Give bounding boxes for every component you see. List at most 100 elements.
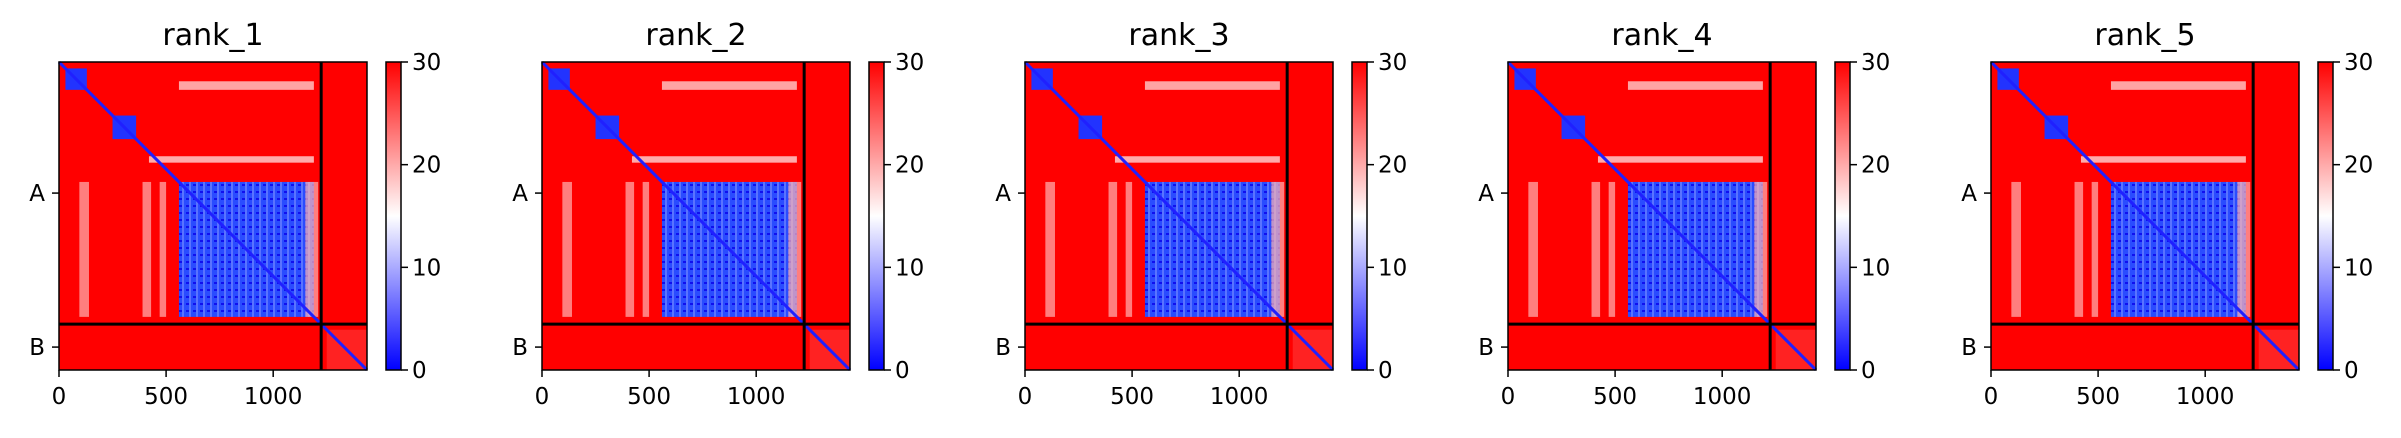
colorbar: [1834, 61, 1851, 371]
contact-band: [1271, 181, 1285, 317]
colorbar-tick-label: 20: [1861, 153, 1890, 179]
diagonal: [1989, 60, 2301, 372]
colorbar-tick-label: 30: [2344, 50, 2373, 76]
x-tick-label: 0: [535, 384, 550, 410]
x-tick-label: 0: [52, 384, 67, 410]
plot-frame: [1024, 61, 1334, 371]
colorbar: [1351, 61, 1368, 371]
chain-label: B: [512, 335, 528, 361]
colorbar-tick-label: 30: [412, 50, 441, 76]
panel-title: rank_5: [2094, 18, 2195, 53]
contact-band: [562, 181, 572, 317]
plot-frame: [58, 61, 368, 371]
colorbar-tick-label: 20: [412, 153, 441, 179]
diagonal: [57, 60, 369, 372]
contact-band: [2080, 156, 2246, 163]
chain-label: A: [512, 181, 528, 207]
x-tick-label: 0: [1984, 384, 1999, 410]
x-tick-label: 1000: [1693, 384, 1752, 410]
colorbar-tick-label: 10: [895, 255, 924, 281]
contact-band: [642, 181, 650, 317]
chain-label: A: [29, 181, 45, 207]
chain-label: A: [995, 181, 1011, 207]
colorbar-tick-label: 20: [895, 153, 924, 179]
plot-frame: [1507, 61, 1817, 371]
panel-title: rank_4: [1611, 18, 1712, 53]
colorbar-tick-label: 20: [1378, 153, 1407, 179]
colorbar-tick-label: 30: [1861, 50, 1890, 76]
colorbar-tick-label: 0: [895, 358, 910, 384]
colorbar-tick-label: 0: [412, 358, 427, 384]
contact-band: [1627, 81, 1763, 90]
contact-band: [1045, 181, 1055, 317]
panel-title: rank_1: [162, 18, 263, 53]
panel-title: rank_2: [645, 18, 746, 53]
colorbar-tick-label: 20: [2344, 153, 2373, 179]
contact-band: [1125, 181, 1133, 317]
contact-band: [1144, 81, 1280, 90]
diagonal: [1023, 60, 1335, 372]
contact-band: [1754, 181, 1768, 317]
x-tick-label: 500: [627, 384, 671, 410]
contact-band: [625, 181, 635, 317]
contact-band: [1114, 156, 1280, 163]
plot-frame: [541, 61, 851, 371]
colorbar-tick-label: 0: [1378, 358, 1393, 384]
contact-band: [788, 181, 802, 317]
colorbar-tick-label: 0: [1861, 358, 1876, 384]
contact-band: [2237, 181, 2251, 317]
x-tick-label: 1000: [244, 384, 303, 410]
contact-band: [178, 81, 314, 90]
x-tick-label: 0: [1018, 384, 1033, 410]
x-tick-label: 500: [144, 384, 188, 410]
x-tick-label: 0: [1501, 384, 1516, 410]
colorbar-tick-label: 30: [895, 50, 924, 76]
chain-label: B: [1478, 335, 1494, 361]
contact-band: [148, 156, 314, 163]
colorbar-tick-label: 10: [1861, 255, 1890, 281]
contact-band: [305, 181, 319, 317]
contact-band: [2011, 181, 2021, 317]
colorbar: [2317, 61, 2334, 371]
chain-label: B: [29, 335, 45, 361]
contact-band: [142, 181, 152, 317]
contact-band: [159, 181, 167, 317]
contact-band: [1108, 181, 1118, 317]
x-tick-label: 500: [2076, 384, 2120, 410]
contact-band: [1591, 181, 1601, 317]
x-tick-label: 1000: [2176, 384, 2235, 410]
chain-label: B: [995, 335, 1011, 361]
colorbar: [868, 61, 885, 371]
contact-band: [2091, 181, 2099, 317]
chain-label: A: [1961, 181, 1977, 207]
x-tick-label: 500: [1110, 384, 1154, 410]
contact-band: [1597, 156, 1763, 163]
colorbar-tick-label: 30: [1378, 50, 1407, 76]
plot-frame: [1990, 61, 2300, 371]
panel-title: rank_3: [1128, 18, 1229, 53]
diagonal: [1506, 60, 1818, 372]
chain-label: A: [1478, 181, 1494, 207]
colorbar-tick-label: 0: [2344, 358, 2359, 384]
colorbar-tick-label: 10: [1378, 255, 1407, 281]
colorbar-tick-label: 10: [412, 255, 441, 281]
contact-band: [1528, 181, 1538, 317]
colorbar-tick-label: 10: [2344, 255, 2373, 281]
contact-band: [2110, 81, 2246, 90]
colorbar: [385, 61, 402, 371]
chain-label: B: [1961, 335, 1977, 361]
contact-band: [1608, 181, 1616, 317]
diagonal: [540, 60, 852, 372]
contact-band: [2074, 181, 2084, 317]
x-tick-label: 1000: [1210, 384, 1269, 410]
contact-band: [631, 156, 797, 163]
contact-band: [661, 81, 797, 90]
x-tick-label: 500: [1593, 384, 1637, 410]
x-tick-label: 1000: [727, 384, 786, 410]
